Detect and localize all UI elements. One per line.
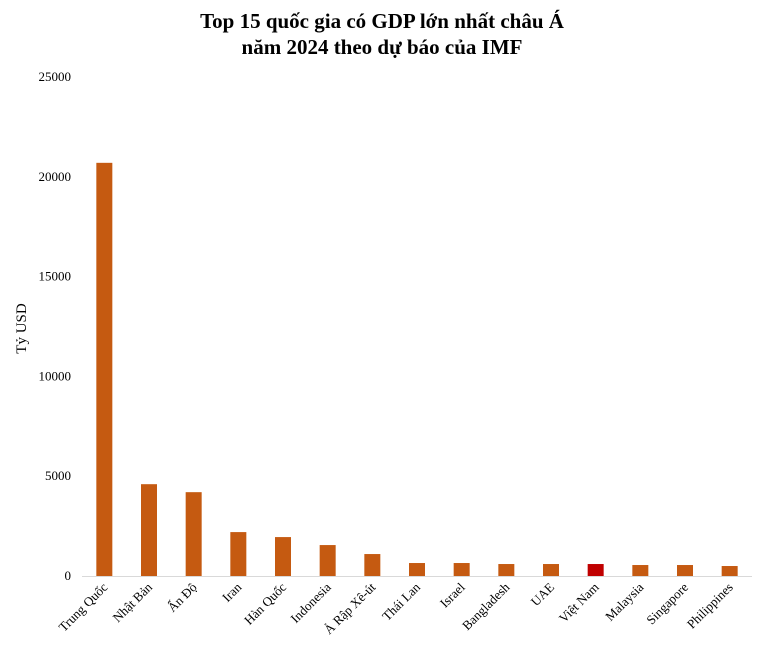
bar [543,564,559,576]
x-tick-label: Hàn Quốc [241,579,289,627]
bar [587,564,604,576]
x-tick-label: Trung Quốc [55,579,110,634]
chart-title-line1: Top 15 quốc gia có GDP lớn nhất châu Á [200,9,564,33]
bar [498,564,515,576]
x-tick-label: Bangladesh [459,579,513,633]
x-tick-label: Philippines [684,580,736,632]
y-tick-label: 20000 [39,169,72,184]
y-tick-label: 0 [65,568,72,583]
bar [409,563,425,576]
y-tick-label: 10000 [39,368,72,383]
chart-title-line2: năm 2024 theo dự báo của IMF [241,35,523,59]
x-tick-label: Indonesia [287,579,334,626]
bar [141,484,157,576]
bar [185,492,202,576]
x-tick-label: Iran [219,579,245,605]
bar [453,563,470,576]
x-tick-label: Nhật Bản [110,579,156,625]
x-tick-label: Thái Lan [379,579,423,623]
bar [230,532,247,576]
x-tick-label: Ấn Độ [164,580,199,615]
bar [96,162,113,576]
x-tick-label: Malaysia [602,579,646,623]
x-tick-label: Israel [437,579,468,610]
bars [96,162,738,576]
bar [721,566,738,576]
y-axis-ticks: 0 5000 10000 15000 20000 25000 [39,69,72,583]
y-tick-label: 25000 [39,69,72,84]
bar [319,545,336,576]
y-axis-label: Tỷ USD [14,303,30,354]
bar [677,565,693,576]
bar [364,554,381,576]
x-tick-label: UAE [528,579,558,609]
bar [275,537,291,576]
bar [632,565,649,576]
y-tick-label: 15000 [39,269,72,284]
x-tick-label: Việt Nam [556,580,602,626]
y-tick-label: 5000 [45,468,71,483]
chart-title: Top 15 quốc gia có GDP lớn nhất châu Á n… [0,8,764,60]
